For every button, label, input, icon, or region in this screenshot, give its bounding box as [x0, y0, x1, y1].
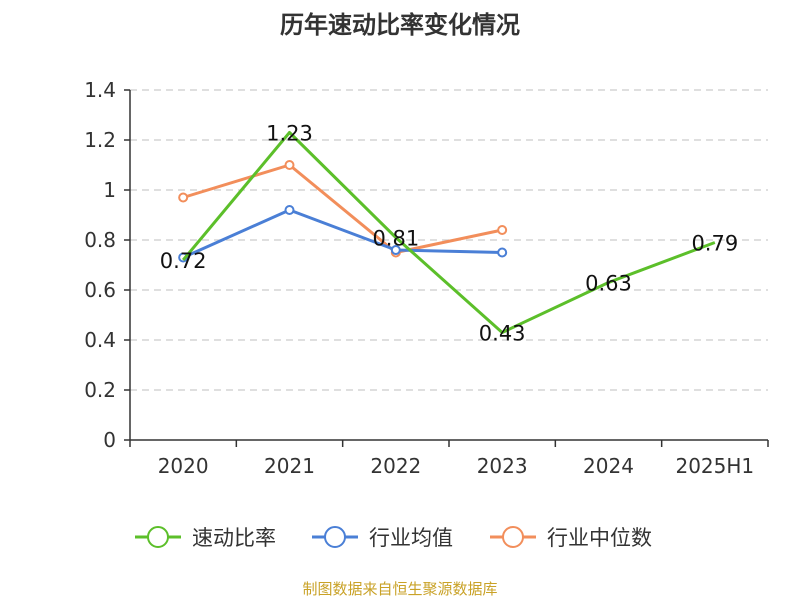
data-label-2020: 0.72 — [160, 249, 207, 273]
point-1-2023 — [497, 247, 508, 258]
legend-item-2[interactable]: 行业中位数 — [490, 526, 652, 550]
chart-title: 历年速动比率变化情况 — [280, 11, 520, 39]
x-tick-label-2025H1: 2025H1 — [675, 454, 754, 478]
point-1-2022 — [390, 245, 401, 255]
y-tick-label-1: 0.2 — [84, 378, 116, 402]
point-2-2020 — [178, 192, 189, 203]
x-tick-label-2022: 2022 — [370, 454, 421, 478]
point-1-2021 — [284, 205, 295, 215]
series-line-0 — [182, 131, 716, 334]
x-tick-label-2021: 2021 — [264, 454, 315, 478]
x-tick-label-2023: 2023 — [477, 454, 528, 478]
legend-label-1: 行业均值 — [369, 526, 453, 550]
data-label-2024: 0.63 — [585, 272, 632, 296]
y-tick-label-4: 0.8 — [84, 228, 116, 252]
data-label-2025H1: 0.79 — [691, 232, 738, 256]
point-2-2021 — [284, 160, 295, 170]
x-tick-label-2024: 2024 — [583, 454, 634, 478]
legend-marker-0 — [147, 526, 169, 548]
legend-marker-1 — [324, 526, 346, 548]
source-text: 制图数据来自恒生聚源数据库 — [302, 580, 497, 598]
legend-label-0: 速动比率 — [192, 526, 276, 550]
point-2-2023 — [497, 225, 508, 235]
y-tick-label-7: 1.4 — [84, 78, 116, 102]
legend[interactable]: 速动比率 行业均值 行业中位数 — [135, 526, 652, 550]
series-line-2 — [182, 163, 503, 254]
legend-item-0[interactable]: 速动比率 — [135, 526, 276, 550]
data-labels: 0.72 1.23 0.81 0.43 0.63 0.79 — [160, 122, 738, 346]
x-tick-label-2020: 2020 — [158, 454, 209, 478]
data-label-2022: 0.81 — [372, 227, 419, 251]
y-tick-label-0: 0 — [103, 428, 116, 452]
series-group — [178, 131, 716, 334]
series-line-1 — [182, 208, 503, 259]
legend-marker-2 — [502, 526, 524, 548]
legend-item-1[interactable]: 行业均值 — [312, 526, 453, 550]
y-tick-label-3: 0.6 — [84, 278, 116, 302]
data-label-2023: 0.43 — [479, 322, 526, 346]
y-tick-label-2: 0.4 — [84, 328, 116, 352]
data-label-2021: 1.23 — [266, 122, 313, 146]
legend-label-2: 行业中位数 — [547, 526, 652, 550]
y-tick-label-5: 1 — [103, 178, 116, 202]
y-tick-label-6: 1.2 — [84, 128, 116, 152]
